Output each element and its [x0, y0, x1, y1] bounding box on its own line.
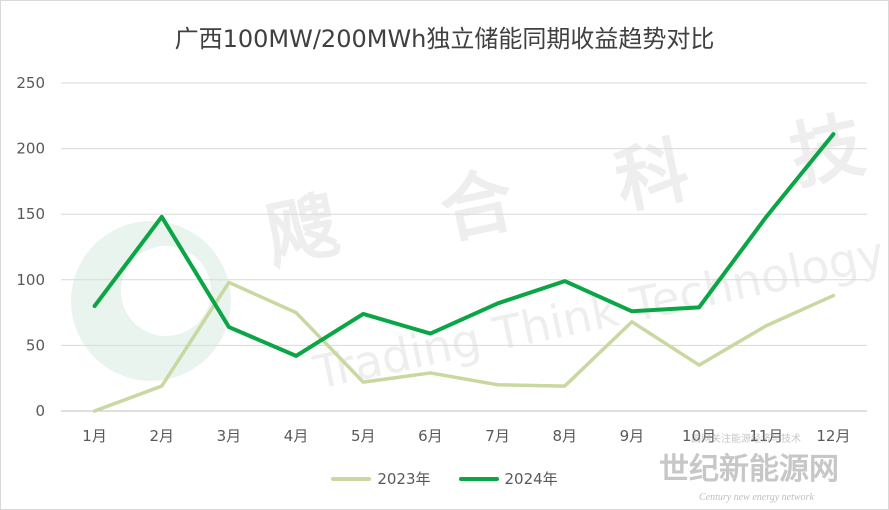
watermark-logo-inner: [121, 246, 211, 336]
corner-logo: 世纪新能源网 Century new energy network 国网关注能源…: [659, 432, 839, 503]
corner-logo-small-text: 国网关注能源经济与技术: [691, 432, 801, 445]
legend: 2023年 2024年: [1, 468, 888, 489]
corner-logo-title: 世纪新能源网: [659, 452, 839, 487]
y-tick-label: 0: [35, 402, 45, 420]
watermark-char: 飕: [258, 182, 346, 279]
x-tick-label: 4月: [284, 427, 309, 445]
watermark-text: Trading Think Technology: [308, 226, 888, 400]
chart-title: 广西100MW/200MWh独立储能同期收益趋势对比: [174, 25, 715, 53]
x-tick-label: 3月: [217, 427, 242, 445]
watermark: 飕 合 科 技 Trading Think Technology: [71, 102, 888, 400]
legend-swatch-2024: [458, 476, 499, 481]
x-tick-label: 10月: [682, 427, 716, 445]
legend-label-2024: 2024年: [504, 470, 558, 488]
x-tick-label: 7月: [485, 427, 510, 445]
legend-label-2023: 2023年: [377, 470, 431, 488]
x-tick-label: 2月: [149, 427, 174, 445]
corner-logo-subtitle: Century new energy network: [699, 492, 814, 503]
y-axis-ticks: 0 50 100 150 200 250: [16, 74, 45, 420]
y-tick-label: 50: [26, 336, 45, 354]
x-tick-label: 9月: [620, 427, 645, 445]
y-tick-label: 100: [16, 271, 45, 289]
watermark-char: 科: [608, 127, 696, 224]
series-line-2024年: [92, 132, 836, 358]
legend-swatch-2023: [331, 476, 372, 481]
x-tick-label: 6月: [418, 427, 443, 445]
legend-item-2023: 2023年: [331, 468, 431, 489]
x-tick-label: 8月: [552, 427, 577, 445]
watermark-char: 合: [433, 157, 521, 254]
y-tick-label: 200: [16, 140, 45, 158]
x-tick-label: 1月: [82, 427, 107, 445]
watermark-char: 技: [783, 102, 871, 199]
x-tick-label: 5月: [351, 427, 376, 445]
x-axis-ticks: 1月 2月 3月 4月 5月 6月 7月 8月 9月 10月 11月 12月: [82, 427, 850, 445]
legend-item-2024: 2024年: [458, 468, 558, 489]
y-tick-label: 150: [16, 205, 45, 223]
y-tick-label: 250: [16, 74, 45, 92]
x-tick-label: 12月: [816, 427, 850, 445]
series-line-2023年: [92, 280, 836, 413]
x-tick-label: 11月: [749, 427, 783, 445]
series-lines: [92, 132, 836, 413]
